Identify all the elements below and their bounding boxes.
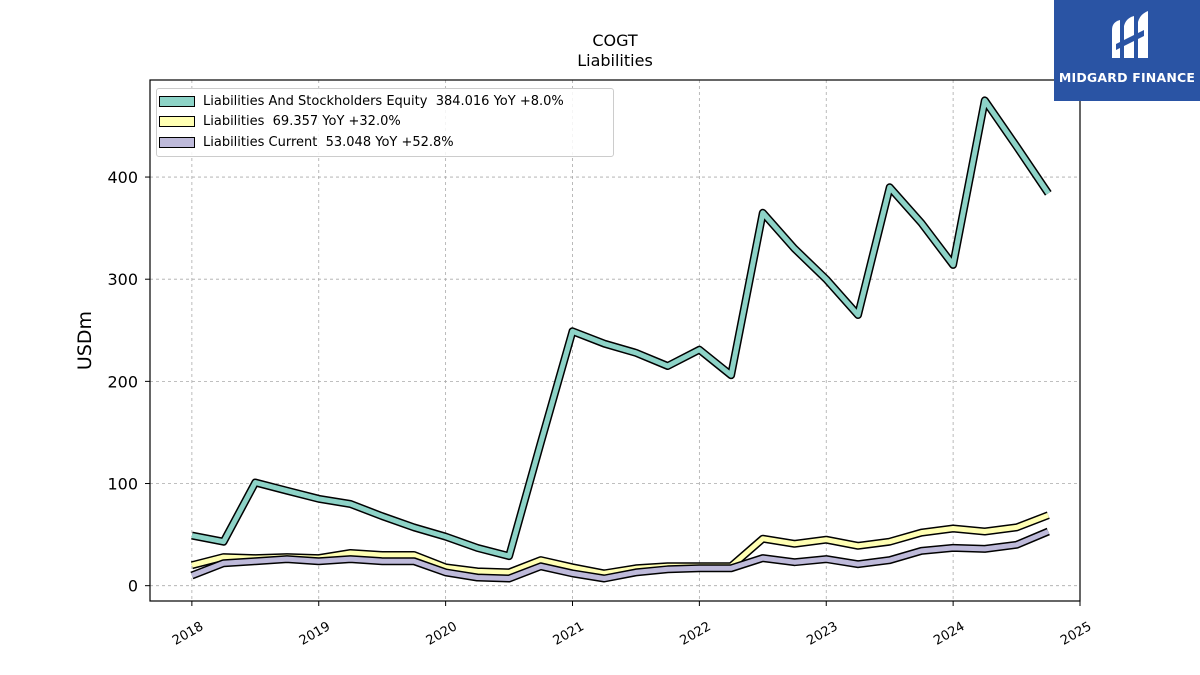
y-axis-label: USDm bbox=[74, 311, 96, 370]
legend-label-current: Liabilities Current 53.048 YoY +52.8% bbox=[203, 134, 454, 150]
legend-swatch-equity bbox=[159, 95, 195, 107]
x-tick-label: 2018 bbox=[170, 619, 206, 649]
x-tick-label: 2022 bbox=[678, 619, 714, 649]
legend: Liabilities And Stockholders Equity 384.… bbox=[156, 88, 614, 157]
legend-item-current: Liabilities Current 53.048 YoY +52.8% bbox=[159, 132, 454, 152]
y-tick-label: 300 bbox=[107, 270, 138, 289]
plot-frame bbox=[149, 79, 1081, 602]
legend-item-equity: Liabilities And Stockholders Equity 384.… bbox=[159, 91, 564, 111]
legend-label-equity: Liabilities And Stockholders Equity 384.… bbox=[203, 93, 564, 109]
series-layer bbox=[190, 96, 1052, 583]
series-line-liabilities-and-stockholders-equity bbox=[191, 97, 1051, 559]
x-tick-label: 2020 bbox=[424, 619, 460, 649]
brand-logo: MIDGARD FINANCE bbox=[1054, 0, 1200, 101]
series-line-liabilities bbox=[191, 512, 1050, 576]
logo-mark-icon bbox=[1112, 11, 1148, 58]
x-tick-label: 2025 bbox=[1058, 619, 1094, 649]
x-tick-label: 2023 bbox=[804, 619, 840, 649]
legend-item-liabilities: Liabilities 69.357 YoY +32.0% bbox=[159, 111, 401, 131]
legend-swatch-current bbox=[159, 136, 195, 148]
grid bbox=[150, 80, 1081, 601]
chart-subtitle: Liabilities bbox=[577, 51, 653, 70]
series-outline-liabilities-and-stockholders-equity bbox=[191, 96, 1052, 561]
x-tick-label: 2021 bbox=[551, 619, 587, 649]
legend-swatch-liabilities bbox=[159, 115, 195, 127]
y-tick-label: 0 bbox=[128, 577, 138, 596]
y-tick-label: 400 bbox=[107, 168, 138, 187]
y-tick-label: 200 bbox=[107, 372, 138, 391]
x-tick-label: 2024 bbox=[931, 619, 967, 649]
legend-label-liabilities: Liabilities 69.357 YoY +32.0% bbox=[203, 113, 401, 129]
x-tick-label: 2019 bbox=[297, 619, 333, 649]
chart-title: COGT bbox=[592, 31, 638, 50]
logo-text: MIDGARD FINANCE bbox=[1058, 70, 1196, 85]
series-line-liabilities-current bbox=[190, 529, 1050, 581]
y-tick-label: 100 bbox=[107, 475, 138, 494]
